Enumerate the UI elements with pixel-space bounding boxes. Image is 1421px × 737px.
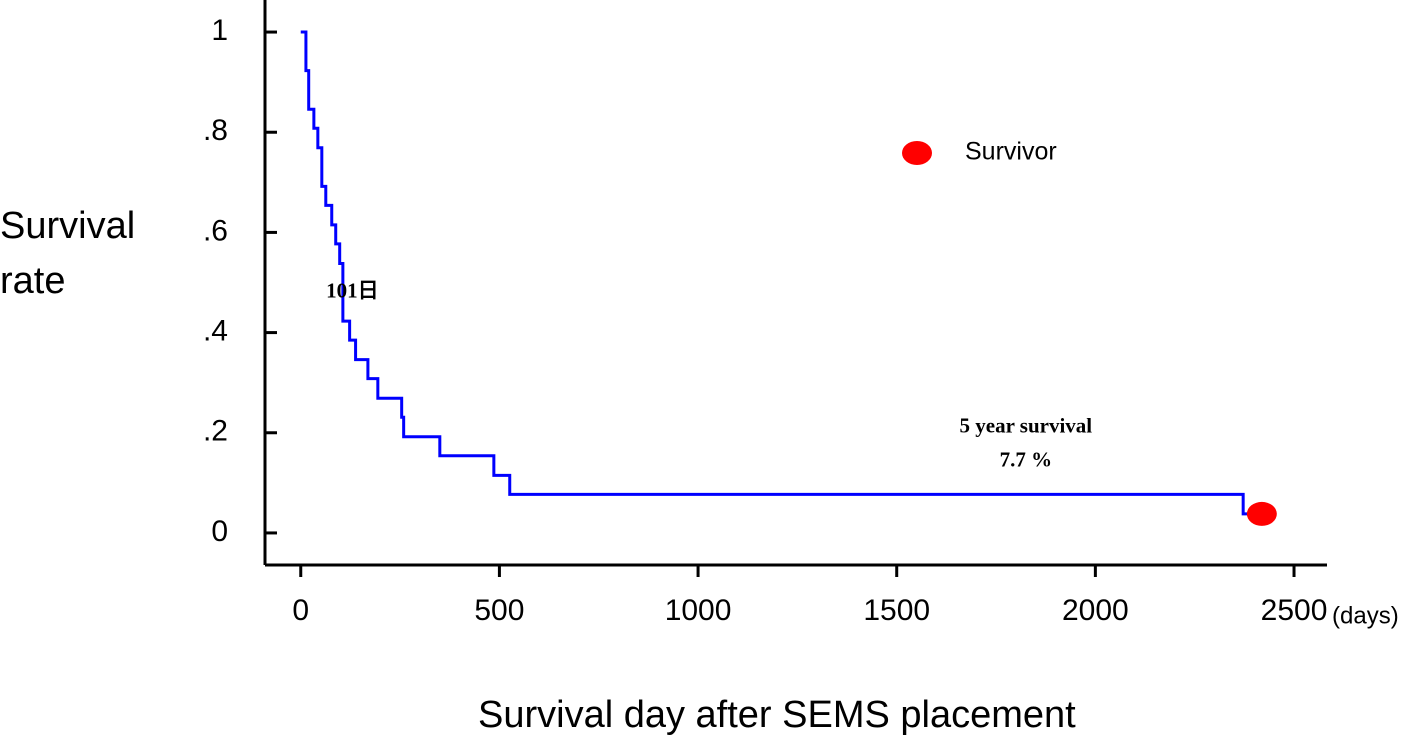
x-tick-label: 2000: [1062, 594, 1129, 627]
survivor-point: [1246, 501, 1277, 526]
legend-label: Survivor: [965, 138, 1057, 166]
x-axis-label: Survival day after SEMS placement: [478, 694, 1076, 736]
survival-curve: [300, 30, 1262, 516]
annotation: 5 year survival: [960, 414, 1093, 438]
x-tick-label: 500: [474, 594, 524, 627]
x-tick-label: 0: [292, 594, 309, 627]
y-axis-label: rate: [0, 260, 65, 302]
x-tick-label: 1000: [665, 594, 732, 627]
y-tick-label: .8: [203, 114, 228, 147]
annotation: 7.7 %: [1000, 448, 1053, 472]
x-tick-label: 1500: [863, 594, 930, 627]
annotation: 101日: [326, 278, 379, 302]
y-tick-label: .2: [203, 415, 228, 448]
legend-marker: [902, 141, 932, 165]
y-tick-label: 1: [211, 14, 228, 47]
y-axis-label: Survival: [0, 205, 135, 247]
x-unit: (days): [1332, 602, 1399, 629]
y-tick-label: .6: [203, 214, 228, 247]
y-tick-label: 0: [211, 515, 228, 548]
y-tick-label: .4: [203, 315, 228, 348]
x-tick-label: 2500: [1261, 594, 1328, 627]
